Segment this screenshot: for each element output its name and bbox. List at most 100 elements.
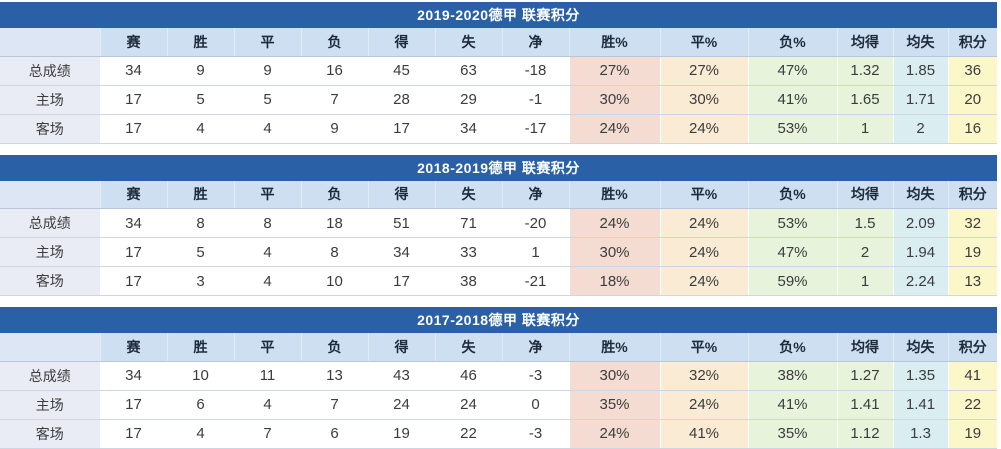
cell-matches: 34 xyxy=(100,208,168,238)
cell-avg-goals-for: 1.32 xyxy=(837,56,894,86)
cell-goals-against: 29 xyxy=(435,85,503,115)
cell-draws: 4 xyxy=(234,237,302,267)
table-row: 主场 17 5 5 7 28 29 -1 30% 30% 41% 1.65 1.71 20 xyxy=(0,85,997,115)
cell-draws: 4 xyxy=(234,266,302,296)
cell-avg-goals-for: 1.5 xyxy=(837,208,894,238)
column-header-win-pct: 胜% xyxy=(569,333,661,362)
column-header-loss-pct: 负% xyxy=(748,180,838,209)
table-title: 2017-2018德甲 联赛积分 xyxy=(0,307,997,333)
column-header-goals-against: 失 xyxy=(435,180,503,209)
cell-draws: 8 xyxy=(234,208,302,238)
cell-goals-against: 24 xyxy=(435,390,503,420)
cell-goals-for: 34 xyxy=(368,237,436,267)
column-header-goals-against: 失 xyxy=(435,28,503,57)
cell-losses: 8 xyxy=(301,237,369,267)
cell-avg-goals-against: 2 xyxy=(893,114,949,144)
cell-avg-goals-for: 1.12 xyxy=(837,419,894,449)
cell-avg-goals-against: 1.41 xyxy=(893,390,949,420)
column-header-wins: 胜 xyxy=(167,28,235,57)
cell-avg-goals-for: 1.65 xyxy=(837,85,894,115)
cell-avg-goals-against: 1.3 xyxy=(893,419,949,449)
cell-points: 20 xyxy=(948,85,997,115)
cell-points: 13 xyxy=(948,266,997,296)
cell-win-pct: 30% xyxy=(569,237,661,267)
cell-loss-pct: 35% xyxy=(748,419,838,449)
cell-goals-for: 19 xyxy=(368,419,436,449)
column-header-matches: 赛 xyxy=(100,333,168,362)
column-header-points: 积分 xyxy=(948,333,997,362)
table-row: 主场 17 6 4 7 24 24 0 35% 24% 41% 1.41 1.41 22 xyxy=(0,390,997,420)
cell-losses: 18 xyxy=(301,208,369,238)
column-header-win-pct: 胜% xyxy=(569,180,661,209)
cell-loss-pct: 41% xyxy=(748,85,838,115)
cell-draws: 11 xyxy=(234,361,302,391)
cell-loss-pct: 38% xyxy=(748,361,838,391)
cell-points: 32 xyxy=(948,208,997,238)
cell-goals-for: 43 xyxy=(368,361,436,391)
season-table-2019-2020: 2019-2020德甲 联赛积分赛胜平负得失净胜% 平% 负% 均得 均失 积分 总成绩 34… xyxy=(0,2,997,144)
column-header-losses: 负 xyxy=(301,180,369,209)
cell-win-pct: 24% xyxy=(569,208,661,238)
column-header-avg-goals-for: 均得 xyxy=(837,28,894,57)
table-row: 总成绩 34 10 11 13 43 46 -3 30% 32% 38% 1.27 1.35 41 xyxy=(0,361,997,391)
cell-matches: 17 xyxy=(100,114,168,144)
cell-draw-pct: 30% xyxy=(660,85,749,115)
cell-goal-diff: 1 xyxy=(502,237,570,267)
column-header-matches: 赛 xyxy=(100,180,168,209)
cell-wins: 5 xyxy=(167,237,235,267)
cell-wins: 4 xyxy=(167,419,235,449)
cell-points: 19 xyxy=(948,237,997,267)
cell-draw-pct: 32% xyxy=(660,361,749,391)
row-label: 总成绩 xyxy=(0,208,101,238)
cell-loss-pct: 47% xyxy=(748,237,838,267)
cell-draw-pct: 24% xyxy=(660,237,749,267)
table-title: 2019-2020德甲 联赛积分 xyxy=(0,2,997,28)
cell-draws: 9 xyxy=(234,56,302,86)
cell-matches: 17 xyxy=(100,237,168,267)
cell-wins: 5 xyxy=(167,85,235,115)
table-row: 总成绩 34 8 8 18 51 71 -20 24% 24% 53% 1.5 2.09 32 xyxy=(0,208,997,238)
cell-avg-goals-against: 1.35 xyxy=(893,361,949,391)
row-label: 主场 xyxy=(0,237,101,267)
column-header-avg-goals-against: 均失 xyxy=(893,333,949,362)
column-header-avg-goals-for: 均得 xyxy=(837,333,894,362)
cell-goals-for: 45 xyxy=(368,56,436,86)
stats-table: 赛胜平负得失净胜% 平% 负% 均得 均失 积分 总成绩 34 10 11 13 43 46 -3 30% 3… xyxy=(0,333,997,449)
cell-wins: 4 xyxy=(167,114,235,144)
table-row: 主场 17 5 4 8 34 33 1 30% 24% 47% 2 1.94 19 xyxy=(0,237,997,267)
table-title: 2018-2019德甲 联赛积分 xyxy=(0,154,997,181)
row-label: 客场 xyxy=(0,419,101,449)
column-header-goal-diff: 净 xyxy=(502,28,570,57)
cell-losses: 10 xyxy=(301,266,369,296)
cell-draw-pct: 24% xyxy=(660,114,749,144)
cell-matches: 17 xyxy=(100,266,168,296)
cell-points: 19 xyxy=(948,419,997,449)
cell-draw-pct: 27% xyxy=(660,56,749,86)
cell-goal-diff: -21 xyxy=(502,266,570,296)
column-header-matches: 赛 xyxy=(100,28,168,57)
cell-losses: 6 xyxy=(301,419,369,449)
cell-matches: 34 xyxy=(100,56,168,86)
cell-matches: 17 xyxy=(100,85,168,115)
cell-losses: 13 xyxy=(301,361,369,391)
cell-loss-pct: 47% xyxy=(748,56,838,86)
cell-loss-pct: 41% xyxy=(748,390,838,420)
column-header-loss-pct: 负% xyxy=(748,333,838,362)
column-header-corner xyxy=(0,28,101,57)
cell-avg-goals-for: 1.41 xyxy=(837,390,894,420)
cell-points: 22 xyxy=(948,390,997,420)
column-header-win-pct: 胜% xyxy=(569,28,661,57)
table-row: 客场 17 4 4 9 17 34 -17 24% 24% 53% 1 2 16 xyxy=(0,114,997,144)
cell-goals-against: 38 xyxy=(435,266,503,296)
cell-avg-goals-against: 1.94 xyxy=(893,237,949,267)
column-header-wins: 胜 xyxy=(167,180,235,209)
column-header-goals-for: 得 xyxy=(368,333,436,362)
cell-win-pct: 30% xyxy=(569,85,661,115)
column-header-draws: 平 xyxy=(234,180,302,209)
cell-draw-pct: 41% xyxy=(660,419,749,449)
cell-wins: 9 xyxy=(167,56,235,86)
cell-avg-goals-against: 1.85 xyxy=(893,56,949,86)
cell-avg-goals-for: 1 xyxy=(837,114,894,144)
column-header-losses: 负 xyxy=(301,28,369,57)
cell-goals-for: 51 xyxy=(368,208,436,238)
